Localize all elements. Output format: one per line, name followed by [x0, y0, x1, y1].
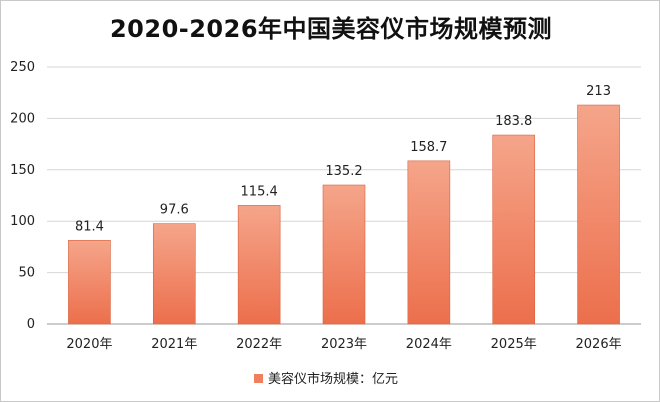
bars	[68, 104, 620, 325]
y-tick-label: 0	[27, 317, 35, 332]
bar-value-label: 81.4	[75, 219, 104, 234]
bar	[322, 184, 366, 325]
x-tick-label: 2023年	[321, 337, 367, 352]
bar-value-label: 158.7	[410, 140, 447, 155]
bar	[68, 240, 111, 325]
y-tick-label: 200	[10, 111, 35, 126]
bar-value-label: 183.8	[495, 114, 532, 129]
x-tick-label: 2024年	[406, 337, 452, 352]
bar-value-label: 135.2	[325, 164, 362, 179]
y-tick-label: 50	[18, 266, 35, 281]
x-tick-label: 2025年	[491, 337, 537, 352]
bar	[492, 134, 536, 325]
bar-value-label: 213	[586, 84, 611, 99]
y-tick-label: 150	[10, 163, 35, 178]
x-tick-label: 2021年	[151, 337, 197, 352]
axes: 0 50 100 150 200 250 2020年 2021年 2022年 2023年 2024年…	[10, 60, 641, 352]
x-tick-label: 2026年	[576, 337, 622, 352]
bar	[237, 205, 281, 325]
x-tick-label: 2020年	[66, 337, 112, 352]
bar	[152, 223, 196, 325]
y-tick-label: 100	[10, 214, 35, 229]
bar-value-label: 115.4	[241, 184, 278, 199]
legend-label: 美容仪市场规模：亿元	[268, 371, 398, 387]
x-tick-label: 2022年	[236, 337, 282, 352]
data-labels: 81.4 97.6 115.4 135.2 158.7 183.8 213	[75, 84, 611, 234]
chart-title: 2020-2026年中国美容仪市场规模预测	[109, 15, 553, 43]
y-tick-label: 250	[10, 60, 35, 75]
bar	[577, 104, 620, 325]
bar	[407, 160, 451, 325]
legend: 美容仪市场规模：亿元	[254, 371, 398, 387]
legend-swatch	[254, 374, 263, 383]
bar-value-label: 97.6	[160, 203, 189, 218]
